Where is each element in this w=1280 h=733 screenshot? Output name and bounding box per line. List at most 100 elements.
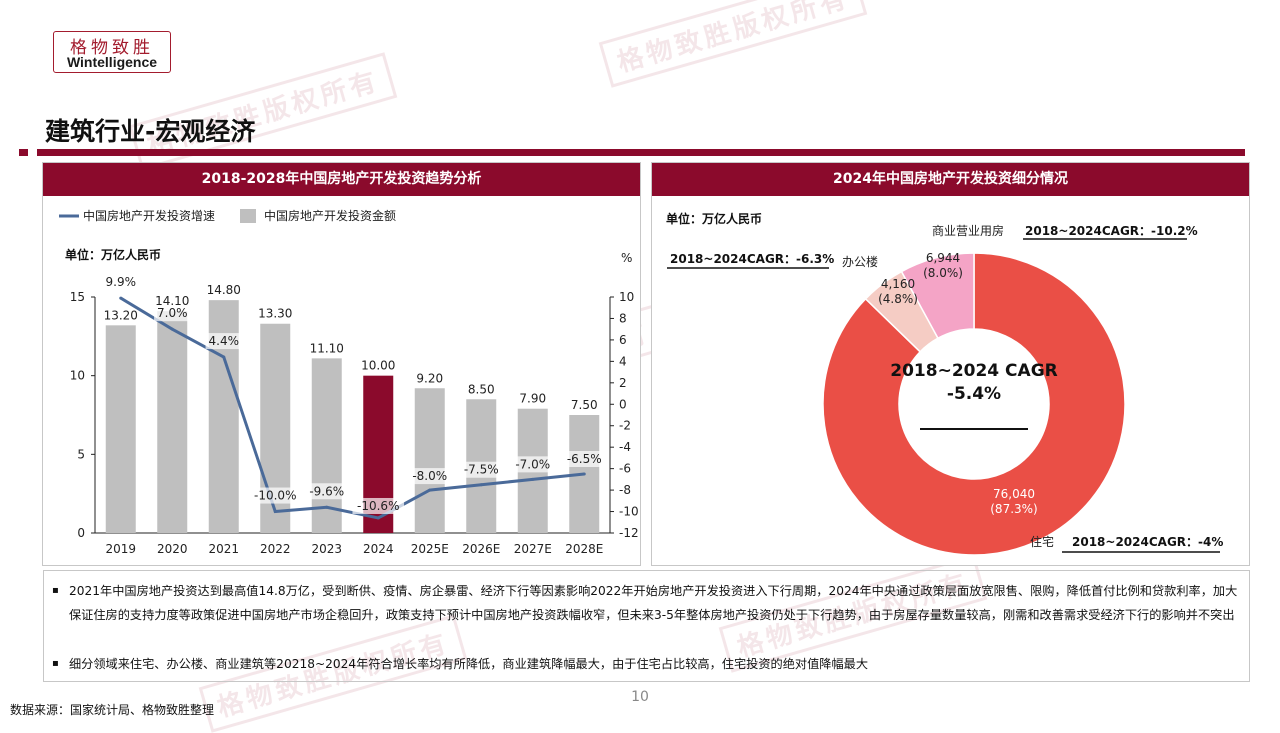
right-y-tick-label: -8	[619, 483, 631, 497]
breakdown-unit-label: 单位：万亿人民币	[666, 211, 762, 226]
bullet-marker: ▪	[52, 585, 59, 596]
growth-value-label: -9.6%	[309, 484, 344, 498]
slice-value-label: 76,040	[993, 487, 1035, 501]
combo-plot-area: 0 5 10 15 10 8 6 4 2 0 -2 -4 -6 -8 -10 -12 13.20 2019 14.1…	[70, 274, 639, 556]
investment-bar	[414, 388, 445, 533]
bar-value-label: 7.50	[571, 398, 598, 412]
growth-value-label: 7.0%	[157, 306, 188, 320]
x-tick-label: 2025E	[411, 542, 449, 556]
growth-value-label: -10.6%	[357, 499, 399, 513]
center-cagr-label: 2018~2024 CAGR	[890, 361, 1057, 381]
summary-bullet-2-text: 细分领域来住宅、办公楼、商业建筑等20218~2024年符合增长率均有所降低，商…	[69, 657, 869, 671]
left-y-tick-label: 10	[70, 369, 85, 383]
growth-point	[531, 477, 535, 481]
x-tick-label: 2019	[105, 542, 136, 556]
right-y-tick-label: -6	[619, 462, 631, 476]
title-accent-square	[19, 149, 28, 156]
right-y-tick-label: 4	[619, 354, 627, 368]
page-number: 10	[631, 689, 649, 705]
slice-percent-label: (4.8%)	[878, 292, 918, 306]
growth-label-bg	[102, 274, 139, 291]
growth-label-bg	[407, 468, 452, 485]
x-tick-label: 2028E	[565, 542, 603, 556]
growth-point	[222, 355, 226, 359]
investment-breakdown-panel-title: 2024年中国房地产开发投资细分情况	[652, 163, 1249, 196]
slice-name-residential: 住宅	[1030, 534, 1054, 549]
right-y-tick-label: -4	[619, 440, 631, 454]
growth-label-bg	[304, 483, 349, 500]
data-source-note: 数据来源：国家统计局、格物致胜整理	[10, 703, 215, 717]
slice-percent-label: (8.0%)	[923, 266, 963, 280]
title-divider-bar	[37, 149, 1245, 156]
center-cagr-value: -5.4%	[947, 384, 1001, 404]
right-y-tick-label: 8	[619, 311, 627, 325]
logo-chinese-text: 格物致胜	[70, 38, 154, 58]
summary-notes: ▪ 2021年中国房地产投资达到最高值14.8万亿，受到断供、疫情、房企暴雷、经…	[43, 570, 1250, 682]
right-y-tick-label: 6	[619, 333, 627, 347]
bar-value-label: 13.30	[258, 307, 292, 321]
right-axis-unit: %	[621, 251, 632, 265]
growth-label-bg	[459, 461, 504, 478]
left-y-tick-label: 5	[77, 447, 85, 461]
logo-english-text: Wintelligence	[66, 54, 158, 70]
growth-value-label: 9.9%	[106, 275, 137, 289]
legend-bar-swatch	[240, 209, 256, 223]
right-y-tick-label: -10	[619, 505, 639, 519]
right-y-tick-label: 10	[619, 290, 634, 304]
growth-value-label: -10.0%	[254, 489, 296, 503]
company-logo: 格物致胜 Wintelligence	[53, 31, 171, 73]
growth-value-label: 4.4%	[209, 334, 240, 348]
donut-slice	[900, 252, 975, 340]
bar-value-label: 14.10	[155, 294, 189, 308]
x-tick-label: 2027E	[514, 542, 552, 556]
right-y-tick-label: -12	[619, 526, 639, 540]
growth-value-label: -7.0%	[515, 457, 550, 471]
right-y-tick-label: -2	[619, 419, 631, 433]
bar-value-label: 11.10	[310, 341, 344, 355]
slice-value-label: 4,160	[881, 277, 915, 291]
cagr-office: 2018~2024CAGR：-6.3%	[670, 252, 834, 266]
x-tick-label: 2022	[260, 542, 291, 556]
slice-value-label: 6,944	[926, 251, 960, 265]
cagr-commercial: 2018~2024CAGR：-10.2%	[1025, 224, 1198, 238]
growth-value-label: -8.0%	[412, 469, 447, 483]
watermark: 格物致胜版权所有	[598, 0, 868, 88]
growth-label-bg	[154, 305, 191, 322]
x-tick-label: 2024	[363, 542, 394, 556]
slice-percent-label: (87.3%)	[990, 502, 1037, 516]
slice-name-commercial: 商业营业用房	[932, 223, 1004, 238]
donut-chart: 76,040(87.3%) 4,160(4.8%) 6,944(8.0%)	[822, 251, 1126, 556]
growth-point	[273, 510, 277, 514]
investment-trend-panel: 2018-2028年中国房地产开发投资趋势分析 中国房地产开发投资增速 中国房地…	[42, 162, 641, 566]
growth-point	[479, 483, 483, 487]
growth-point	[582, 472, 586, 476]
investment-trend-chart: 中国房地产开发投资增速 中国房地产开发投资金额 单位：万亿人民币 % 0 5 10 1…	[59, 208, 639, 556]
summary-bullet-1-text: 2021年中国房地产投资达到最高值14.8万亿，受到断供、疫情、房企暴雷、经济下…	[69, 584, 1238, 622]
growth-point	[325, 505, 329, 509]
growth-label-bg	[205, 333, 242, 350]
legend-line-label: 中国房地产开发投资增速	[83, 208, 215, 223]
left-y-tick-label: 0	[77, 526, 85, 540]
growth-value-label: -6.5%	[567, 452, 602, 466]
left-y-tick-label: 15	[70, 290, 85, 304]
x-tick-label: 2026E	[462, 542, 500, 556]
investment-bar	[105, 325, 136, 533]
bar-value-label: 7.90	[519, 392, 546, 406]
bullet-marker: ▪	[52, 658, 59, 669]
growth-point	[428, 488, 432, 492]
cagr-residential: 2018~2024CAGR：-4%	[1072, 535, 1223, 549]
growth-label-bg	[352, 497, 405, 514]
growth-point	[119, 296, 123, 300]
bar-value-label: 10.00	[361, 359, 395, 373]
page-title: 建筑行业-宏观经济	[45, 117, 256, 146]
growth-point	[170, 327, 174, 331]
bar-value-label: 13.20	[104, 308, 138, 322]
right-y-tick-label: 2	[619, 376, 627, 390]
right-y-tick-label: 0	[619, 397, 627, 411]
investment-breakdown-chart: 单位：万亿人民币 76,040(87.3%) 4,160(4.8%) 6,944(8…	[666, 211, 1223, 556]
growth-point	[376, 516, 380, 520]
investment-breakdown-panel: 2024年中国房地产开发投资细分情况 单位：万亿人民币 76,040 (87.3%…	[651, 162, 1250, 566]
legend-bar-label: 中国房地产开发投资金额	[264, 208, 396, 223]
investment-trend-panel-title: 2018-2028年中国房地产开发投资趋势分析	[43, 163, 640, 196]
slice-name-office: 办公楼	[842, 254, 878, 269]
